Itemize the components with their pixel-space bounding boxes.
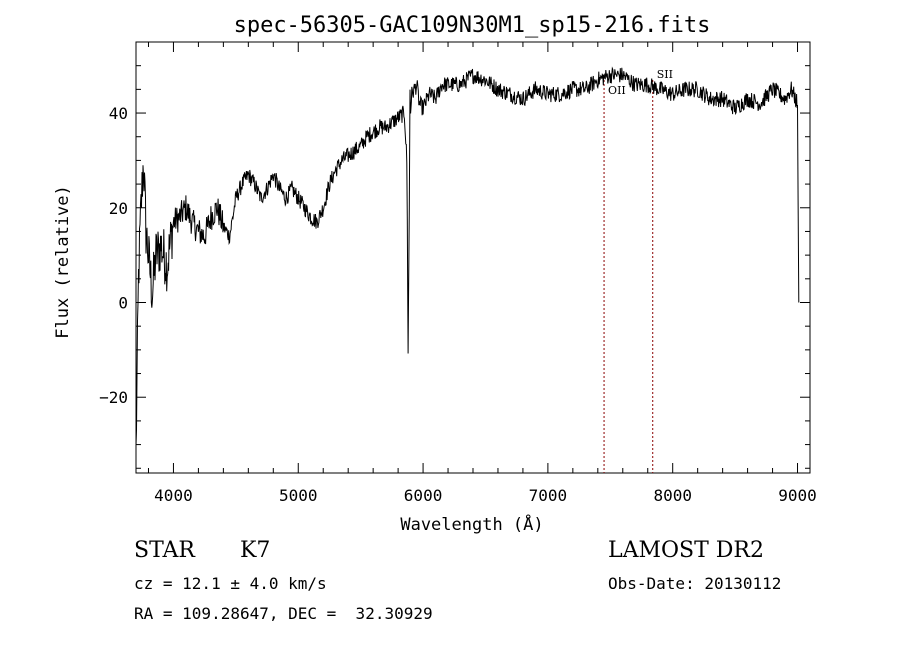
plot-area: 4000 5000 6000 7000 8000 9000 −20 0 20 40 OII SII — [99, 41, 817, 505]
chart-title: spec-56305-GAC109N30M1_sp15-216.fits — [234, 13, 711, 38]
coordinates: RA = 109.28647, DEC = 32.30929 — [134, 604, 433, 623]
object-type: STAR — [134, 538, 195, 563]
spectrum-line — [135, 66, 800, 446]
line-marker-label: OII — [608, 84, 626, 97]
y-tick-label: −20 — [99, 388, 128, 407]
x-tick-label: 4000 — [154, 486, 193, 505]
x-tick-label: 7000 — [529, 486, 568, 505]
line-marker-label: SII — [657, 68, 673, 81]
x-tick-label: 8000 — [653, 486, 692, 505]
y-tick-label: 20 — [109, 199, 128, 218]
redshift-value: cz = 12.1 ± 4.0 km/s — [134, 574, 327, 593]
y-tick-label: 40 — [109, 104, 128, 123]
y-tick-label: 0 — [118, 293, 128, 312]
object-subclass: K7 — [240, 538, 271, 563]
x-tick-label: 5000 — [279, 486, 318, 505]
x-tick-label: 6000 — [404, 486, 443, 505]
observation-date: Obs-Date: 20130112 — [608, 574, 782, 593]
y-axis-label: Flux (relative) — [53, 185, 73, 339]
survey-name: LAMOST DR2 — [608, 538, 764, 563]
x-tick-label: 9000 — [778, 486, 817, 505]
x-axis-label: Wavelength (Å) — [400, 513, 543, 535]
plot-frame — [135, 41, 811, 474]
